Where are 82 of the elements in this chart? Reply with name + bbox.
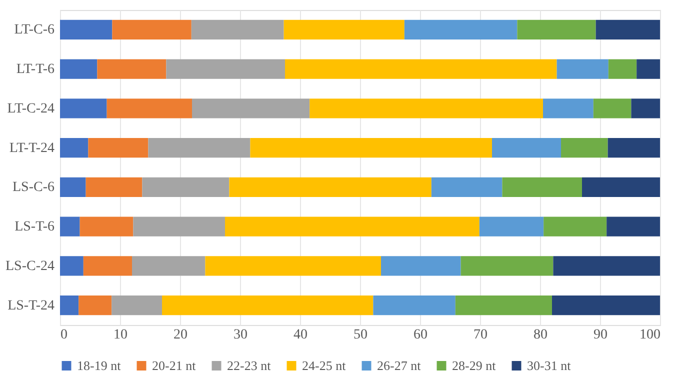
bar [60,256,84,276]
bar [608,59,637,79]
legend-label: 20-21 nt [152,358,196,373]
bar [86,177,142,198]
y-tick-label: LT-T-24 [9,140,54,156]
x-tick-label: 50 [354,328,368,342]
bar [60,138,88,158]
x-tick-label: 30 [234,328,248,342]
bar [60,59,98,79]
bar [142,177,230,198]
x-tick-label: 20 [174,328,188,342]
bar [97,59,166,79]
legend-label: 22-23 nt [227,358,272,373]
bar [225,216,480,236]
bar [455,295,552,316]
bar [492,138,561,158]
bar [561,138,608,158]
x-tick-label: 80 [534,328,548,342]
bar [608,138,660,158]
bar [502,177,582,198]
x-tick-label: 60 [414,328,428,342]
bar [543,98,594,118]
legend-label: 18-19 nt [77,358,122,373]
x-tick-label: 10 [114,328,128,342]
bar [132,256,206,276]
bar [310,98,543,118]
bar [133,216,225,236]
bar [205,256,381,276]
bar [381,256,461,276]
legend-label: 28-29 nt [452,358,496,373]
bar [582,177,660,198]
bar [112,295,162,316]
y-tick-label: LS-C-6 [12,180,54,196]
bar [148,138,250,158]
x-tick-label: 70 [474,328,488,342]
bar [460,256,554,276]
bar [284,20,404,40]
x-tick-label: 40 [294,328,308,342]
bar [552,295,660,316]
bar [80,216,134,236]
bar [88,138,148,158]
x-tick-label: 100 [640,328,660,342]
bar [166,59,285,79]
y-tick-label: LS-T-6 [14,220,54,235]
bar [60,98,107,118]
bar [285,59,557,79]
y-tick-label: LS-T-24 [8,298,54,314]
bar [517,20,596,40]
bar [112,20,192,40]
bar [373,295,456,316]
bar [60,295,79,316]
bar [60,216,80,236]
bar [479,216,544,236]
bar [229,177,432,198]
bar [191,20,284,40]
bar [192,98,310,118]
bar [106,98,192,118]
bar [60,177,86,198]
bar [596,20,660,40]
bar [606,216,660,236]
legend-label: 26-27 nt [377,358,422,373]
bar [83,256,132,276]
bar [250,138,492,158]
bar [78,295,112,316]
legend-label: 24-25 nt [302,358,346,373]
bar [553,256,660,276]
x-tick-label: 90 [594,328,608,342]
bar [431,177,502,198]
bar [593,98,632,118]
bar [556,59,608,79]
y-tick-label: LT-T-6 [16,62,54,78]
bar [162,295,374,316]
x-tick-label: 0 [60,328,68,342]
bar [404,20,518,40]
bar [60,20,112,40]
legend-label: 30-31 nt [527,358,572,373]
y-tick-label: LT-C-24 [7,101,54,116]
y-tick-label: LS-C-24 [6,258,54,274]
y-tick-label: LT-C-6 [14,22,54,38]
bar [544,216,607,236]
bar [636,59,660,79]
bar [631,98,660,118]
